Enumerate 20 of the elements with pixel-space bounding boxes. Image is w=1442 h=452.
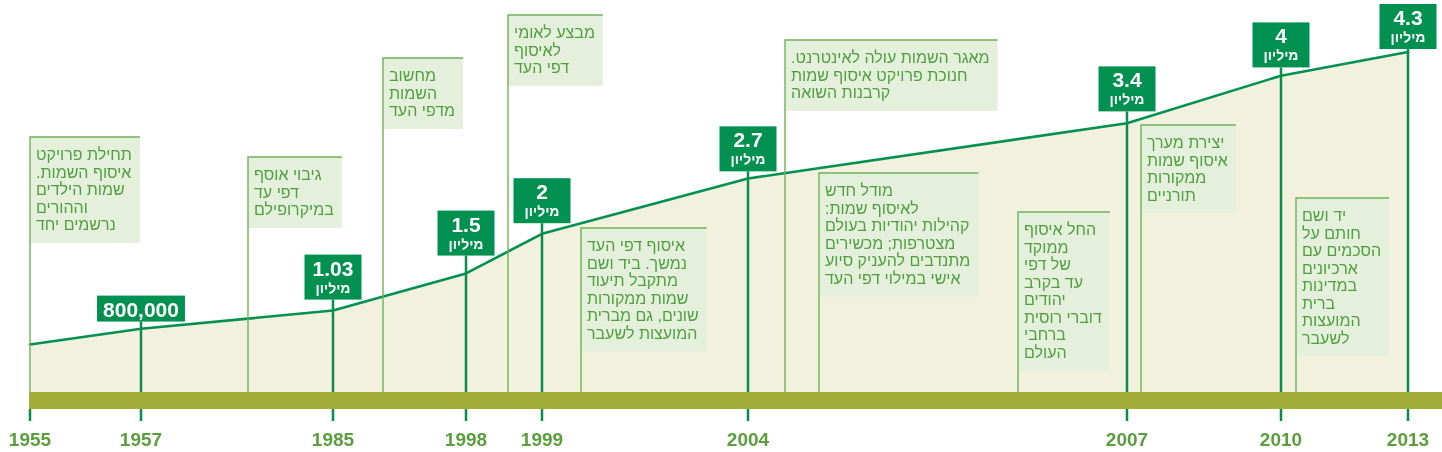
annotation: יד ושם חותם על הסכמים עם ארכיונים במדינות ברית המועצות לשעבר bbox=[1302, 207, 1382, 347]
x-tick-label: 1998 bbox=[444, 429, 488, 450]
x-tick-label: 2013 bbox=[1386, 429, 1430, 450]
annotation: החל איסוף ממוקד של דפי עד בקרב יהודים דוברי רוסית ברחבי העולם bbox=[1024, 221, 1102, 361]
x-tick-label: 1955 bbox=[8, 429, 52, 450]
annotation: מחשוב השמות מדפי העד bbox=[389, 67, 456, 119]
x-tick-label: 2007 bbox=[1105, 429, 1149, 450]
x-tick-label: 2004 bbox=[726, 429, 770, 450]
x-tick-label: 1985 bbox=[311, 429, 355, 450]
annotation: מודל חדש לאיסוף שמות: קהילות יהודיות בעולם מצטרפות; מכשירים מתנדבים להעניק סיוע אישי במילוי דפי העד bbox=[825, 182, 971, 287]
annotation: מבצע לאומי לאיסוף דפי העד bbox=[514, 24, 595, 76]
annotation: 800,000 bbox=[103, 297, 179, 321]
annotation: איסוף דפי העד נמשך. ביד ושם מתקבל תיעוד שמות ממקורות שונים, גם מברית המועצות לשעבר bbox=[587, 237, 699, 342]
annotation: גיבוי אוסף דפי עד במיקרופילם bbox=[254, 166, 335, 218]
x-tick-label: 1999 bbox=[520, 429, 564, 450]
annotation: יצירת מערך איסוף שמות ממקורות תורניים bbox=[1147, 134, 1228, 204]
annotation: תחילת פרויקט איסוף השמות. שמות הילדים וההורים נרשמים יחד bbox=[36, 146, 132, 233]
x-tick-label: 1957 bbox=[119, 429, 163, 450]
x-tick-label: 2010 bbox=[1259, 429, 1303, 450]
annotation: מאגר השמות עולה לאינטרנט. חנוכת פרויקט איסוף שמות קרבנות השואה bbox=[791, 49, 990, 101]
